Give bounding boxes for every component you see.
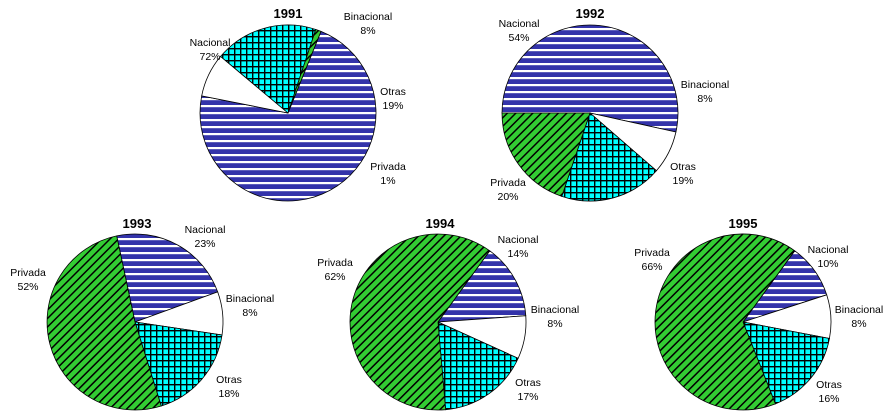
slice-label-otras: Otras [515,377,541,389]
slice-label-binacional: Binacional [226,293,274,305]
slice-label-binacional: Binacional [531,304,579,316]
slice-percent-binacional: 8% [360,25,375,37]
slice-percent-binacional: 8% [697,93,712,105]
pie-chart-1993: 1993 Nacional 23% Binacional 8% Otras 18% Priva… [10,216,274,411]
slice-percent-otras: 19% [672,175,693,187]
slice-label-otras: Otras [380,86,406,98]
slice-percent-otras: 18% [218,388,239,400]
slice-label-nacional: Nacional [185,224,226,236]
pie-slice-privada [501,112,591,197]
pie-chart-1994: 1994 Nacional 14% Binacional 8% Otras 17% Priva… [317,216,579,411]
chart-title: 1992 [576,6,605,21]
slice-percent-otras: 19% [382,100,403,112]
slice-percent-otras: 17% [517,391,538,403]
pie-slice-otras [220,24,317,114]
pie-slice-nacional [199,30,377,202]
slice-label-privada: Privada [490,177,526,189]
slice-percent-privada: 1% [380,175,395,187]
slice-label-privada: Privada [317,257,353,269]
slice-label-otras: Otras [216,374,242,386]
pie-slice-nacional [501,24,679,133]
slice-label-binacional: Binacional [835,304,883,316]
slice-percent-otras: 16% [818,393,839,405]
pie-slice-nacional [437,250,527,323]
slice-percent-nacional: 23% [194,238,215,250]
slice-label-nacional: Nacional [190,37,231,49]
slice-percent-nacional: 10% [817,258,838,270]
pie-slice-privada [46,235,162,411]
slice-label-otras: Otras [816,379,842,391]
pie-slice-otras [561,112,657,202]
chart-title: 1995 [729,216,758,231]
pie-slice-privada [287,28,322,114]
slice-percent-binacional: 8% [851,318,866,330]
slice-label-nacional: Nacional [498,234,539,246]
slice-label-privada: Privada [10,267,46,279]
slice-percent-privada: 52% [17,281,38,293]
slice-label-privada: Privada [370,161,406,173]
slice-label-nacional: Nacional [499,18,540,30]
slice-percent-privada: 62% [324,271,345,283]
pie-slice-privada [349,233,491,411]
slice-percent-binacional: 8% [242,307,257,319]
slice-percent-nacional: 14% [507,248,528,260]
slice-percent-nacional: 72% [199,51,220,63]
chart-title: 1991 [274,6,303,21]
slice-label-binacional: Binacional [681,79,729,91]
slice-label-privada: Privada [634,247,670,259]
chart-title: 1993 [123,216,152,231]
pie-slice-otras [437,321,519,411]
slice-label-otras: Otras [670,161,696,173]
slice-percent-privada: 66% [641,261,662,273]
slice-percent-binacional: 8% [547,318,562,330]
chart-title: 1994 [426,216,456,231]
pie-slice-nacional [116,233,219,323]
slice-label-nacional: Nacional [808,244,849,256]
pie-slice-otras [742,321,830,405]
slice-label-binacional: Binacional [344,11,392,23]
pie-chart-1992: 1992 Nacional 54% Binacional 8% Otras 19% Priva… [490,6,729,203]
slice-percent-nacional: 54% [508,32,529,44]
pie-slice-privada [654,233,796,411]
pie-chart-1995: 1995 Nacional 10% Binacional 8% Otras 16% Priva… [634,216,883,411]
pie-chart-1991: 1991 Nacional 72% Binacional 8% Otras 19% Priva… [190,6,406,202]
pie-slice-otras [134,321,223,407]
slice-percent-privada: 20% [497,191,518,203]
